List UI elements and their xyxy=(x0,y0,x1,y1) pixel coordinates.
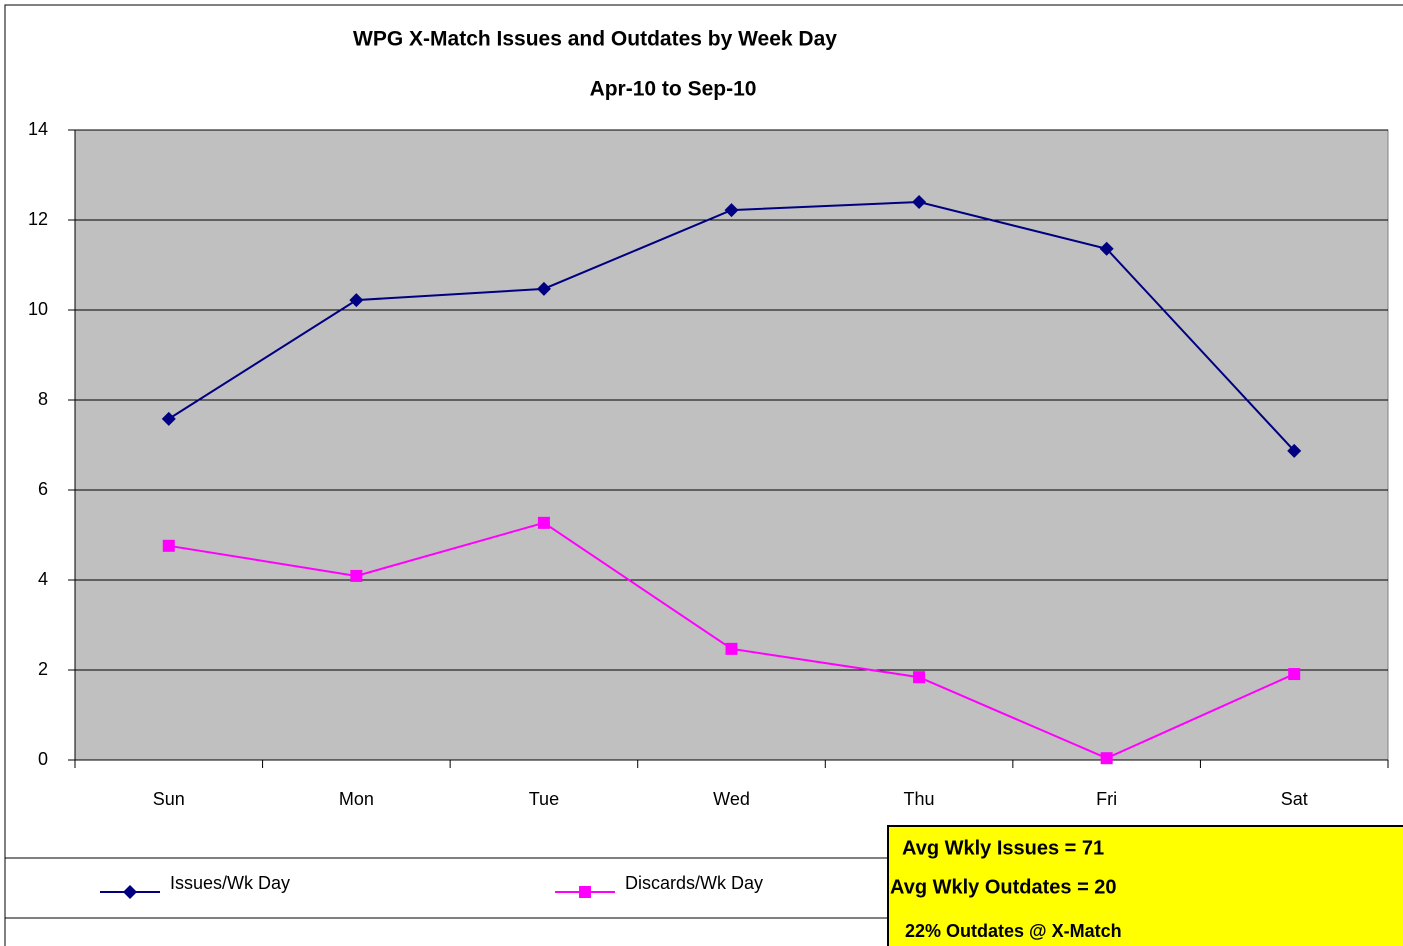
y-tick-label: 14 xyxy=(28,119,48,139)
plot-area xyxy=(74,129,1389,761)
point xyxy=(123,885,137,899)
chart-title: WPG X-Match Issues and Outdates by Week … xyxy=(353,28,837,51)
y-tick-label: 8 xyxy=(38,389,48,409)
annotation-box xyxy=(887,825,1403,946)
point xyxy=(162,539,175,552)
point xyxy=(1099,241,1114,256)
legend-label: Issues/Wk Day xyxy=(170,873,290,893)
point xyxy=(1100,752,1113,765)
point xyxy=(579,886,591,898)
chart-subtitle: Apr-10 to Sep-10 xyxy=(590,78,757,101)
point xyxy=(349,293,364,308)
y-tick-label: 12 xyxy=(28,209,48,229)
x-tick-label: Wed xyxy=(713,789,750,809)
annotation: Avg Wkly Issues = 71 xyxy=(902,837,1104,859)
y-tick-label: 0 xyxy=(38,749,48,769)
annotation: Avg Wkly Outdates = 20 xyxy=(890,876,1117,898)
point xyxy=(1288,668,1301,681)
x-tick-label: Fri xyxy=(1096,789,1117,809)
point xyxy=(724,203,739,218)
point xyxy=(913,671,926,684)
annotation: 22% Outdates @ X-Match xyxy=(905,921,1122,941)
y-tick-label: 6 xyxy=(38,479,48,499)
point xyxy=(725,642,738,655)
y-tick-label: 2 xyxy=(38,659,48,679)
point xyxy=(350,569,363,582)
x-tick-label: Thu xyxy=(904,789,935,809)
y-tick-label: 10 xyxy=(28,299,48,319)
legend-label: Discards/Wk Day xyxy=(625,873,763,893)
x-tick-label: Mon xyxy=(339,789,374,809)
x-tick-label: Sat xyxy=(1281,789,1308,809)
x-tick-label: Sun xyxy=(153,789,185,809)
point xyxy=(537,516,550,529)
point xyxy=(912,195,927,209)
point xyxy=(161,411,176,426)
x-tick-label: Tue xyxy=(529,789,559,809)
y-tick-label: 4 xyxy=(38,569,48,589)
point xyxy=(536,281,551,296)
point xyxy=(1287,443,1302,458)
